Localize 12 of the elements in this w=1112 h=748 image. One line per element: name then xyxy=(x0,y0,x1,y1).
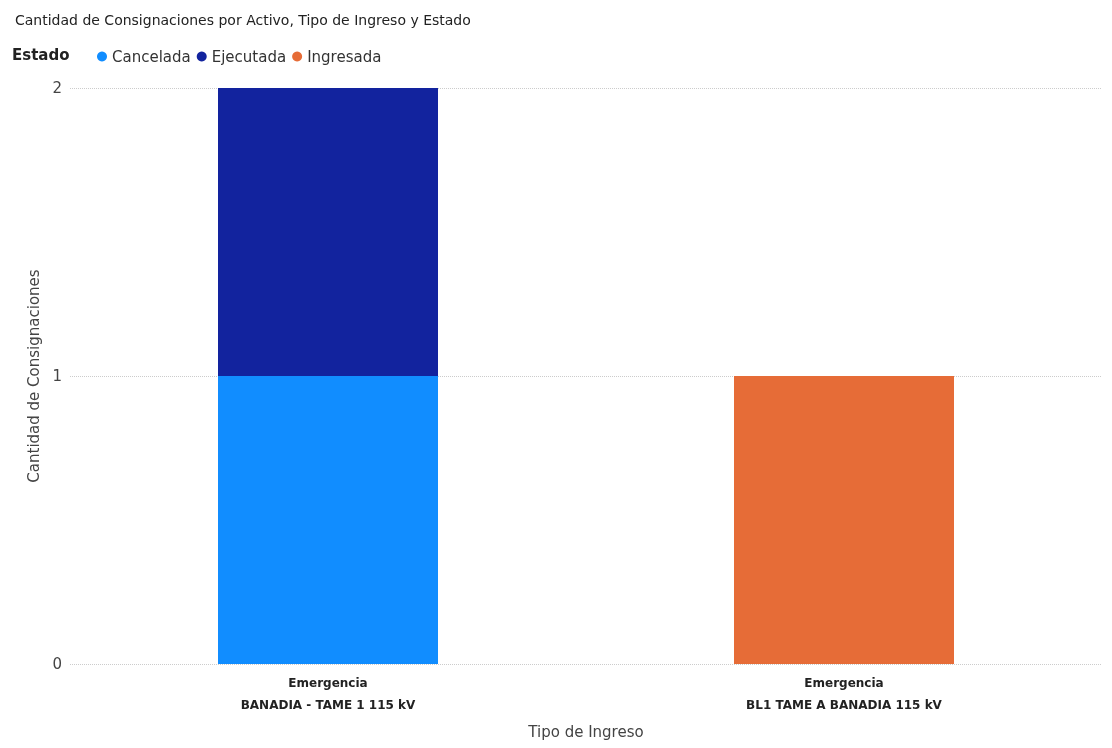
y-tick-label: 1 xyxy=(52,367,62,385)
legend-title: Estado xyxy=(12,45,70,64)
y-tick-label: 0 xyxy=(52,655,62,673)
legend-label: Cancelada xyxy=(112,47,191,66)
x-tick-label: Emergencia BL1 TAME A BANADIA 115 kV xyxy=(746,676,943,712)
chart-title: Cantidad de Consignaciones por Activo, Tipo de Ingreso y Estado xyxy=(15,12,471,28)
x-tick-label: Emergencia BANADIA - TAME 1 115 kV xyxy=(240,676,417,712)
legend-label: Ejecutada xyxy=(211,47,287,66)
legend-label: Ingresada xyxy=(307,47,382,66)
y-axis-title: Cantidad de Consignaciones xyxy=(25,269,44,483)
x-axis-title: Tipo de Ingreso xyxy=(527,722,644,741)
y-tick-label: 2 xyxy=(52,79,62,97)
